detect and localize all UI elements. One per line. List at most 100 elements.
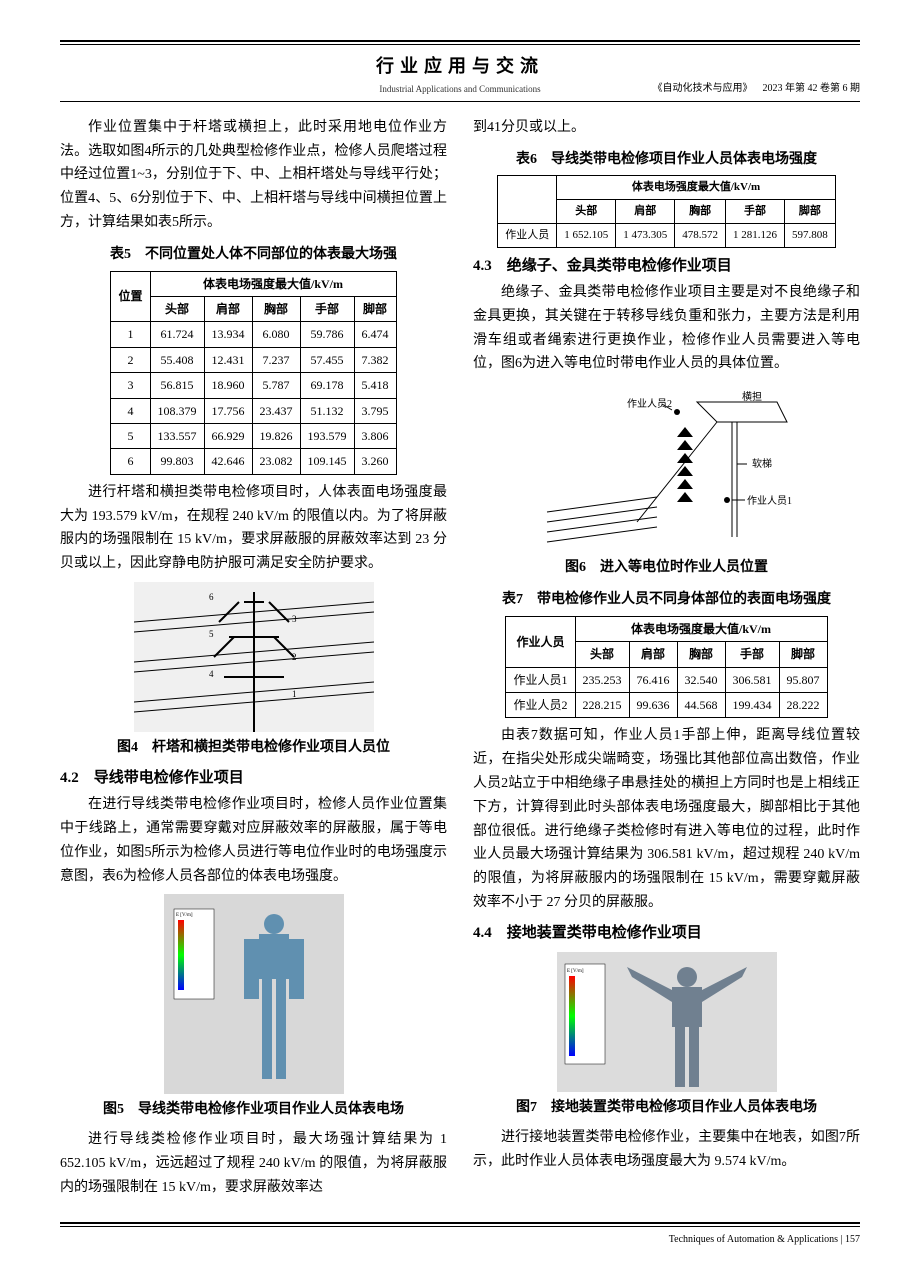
table-cell: 44.568	[677, 693, 725, 718]
svg-text:E [V/m]: E [V/m]	[567, 969, 584, 974]
table-cell: 作业人员1	[506, 667, 575, 692]
table-row: 作业人员1 652.1051 473.305478.5721 281.12659…	[498, 223, 836, 247]
table-cell: 1 473.305	[616, 223, 675, 247]
table-cell: 199.434	[725, 693, 779, 718]
t5-pos-header: 位置	[111, 271, 150, 322]
table-cell: 95.807	[779, 667, 827, 692]
t5-col: 脚部	[354, 297, 396, 322]
figure7: E [V/m]	[557, 952, 777, 1092]
svg-text:1: 1	[292, 689, 297, 699]
para-l2: 进行杆塔和横担类带电检修项目时，人体表面电场强度最大为 193.579 kV/m…	[60, 481, 447, 576]
table-cell: 228.215	[575, 693, 629, 718]
table-cell: 5.418	[354, 373, 396, 398]
fig5-caption: 图5 导线类带电检修作业项目作业人员体表电场	[60, 1098, 447, 1122]
table-cell: 18.960	[204, 373, 252, 398]
table7: 作业人员 体表电场强度最大值/kV/m 头部 肩部 胸部 手部 脚部 作业人员1…	[505, 616, 827, 719]
table-cell: 5	[111, 424, 150, 449]
table-cell: 7.382	[354, 347, 396, 372]
para-r2: 绝缘子、金具类带电检修作业项目主要是对不良绝缘子和金具更换，其关键在于转移导线负…	[473, 281, 860, 376]
fig7-caption: 图7 接地装置类带电检修项目作业人员体表电场	[473, 1096, 860, 1120]
t6-col: 头部	[557, 200, 616, 224]
table-cell: 478.572	[675, 223, 726, 247]
table-cell: 76.416	[629, 667, 677, 692]
para-r1: 到41分贝或以上。	[473, 116, 860, 140]
table-cell: 66.929	[204, 424, 252, 449]
table-cell: 69.178	[300, 373, 354, 398]
para-r4: 进行接地装置类带电检修作业，主要集中在地表，如图7所示，此时作业人员体表电场强度…	[473, 1126, 860, 1174]
table-cell: 42.646	[204, 449, 252, 474]
svg-text:E [V/m]: E [V/m]	[176, 913, 193, 918]
table-row: 161.72413.9346.08059.7866.474	[111, 322, 396, 347]
svg-text:2: 2	[292, 652, 297, 662]
header-rule-thin	[60, 44, 860, 45]
table-cell: 28.222	[779, 693, 827, 718]
table7-caption: 表7 带电检修作业人员不同身体部位的表面电场强度	[473, 588, 860, 612]
table-cell: 1 281.126	[726, 223, 785, 247]
table-row: 699.80342.64623.082109.1453.260	[111, 449, 396, 474]
para-r3: 由表7数据可知，作业人员1手部上伸，距离导线位置较近，在指尖处形成尖端畸变，场强…	[473, 724, 860, 914]
t7-col: 胸部	[677, 642, 725, 667]
footer-text: Techniques of Automation & Applications …	[60, 1226, 860, 1248]
table-cell: 6.080	[252, 322, 300, 347]
table-cell: 6	[111, 449, 150, 474]
table-cell: 61.724	[150, 322, 204, 347]
section-4-3: 4.3 绝缘子、金具类带电检修作业项目	[473, 254, 860, 280]
table-cell: 306.581	[725, 667, 779, 692]
table-cell: 51.132	[300, 398, 354, 423]
table-cell: 109.145	[300, 449, 354, 474]
table-cell: 133.557	[150, 424, 204, 449]
table-cell: 23.437	[252, 398, 300, 423]
table-cell: 7.237	[252, 347, 300, 372]
table-cell: 4	[111, 398, 150, 423]
t7-col: 头部	[575, 642, 629, 667]
t5-col: 手部	[300, 297, 354, 322]
svg-text:6: 6	[209, 592, 214, 602]
table-cell: 1	[111, 322, 150, 347]
table-cell: 13.934	[204, 322, 252, 347]
svg-text:作业人员1: 作业人员1	[747, 495, 792, 507]
journal-name: 《自动化技术与应用》	[653, 83, 753, 94]
table-cell: 作业人员	[498, 223, 557, 247]
table-cell: 55.408	[150, 347, 204, 372]
table-cell: 3.806	[354, 424, 396, 449]
right-column: 到41分贝或以上。 表6 导线类带电检修项目作业人员体表电场强度 体表电场强度最…	[473, 116, 860, 1202]
left-column: 作业位置集中于杆塔或横担上，此时采用地电位作业方法。选取如图4所示的几处典型检修…	[60, 116, 447, 1202]
t6-col: 胸部	[675, 200, 726, 224]
table-cell: 12.431	[204, 347, 252, 372]
t6-group-header: 体表电场强度最大值/kV/m	[557, 176, 836, 200]
table-cell: 235.253	[575, 667, 629, 692]
t5-col: 头部	[150, 297, 204, 322]
header-title-cn: 行业应用与交流	[327, 51, 594, 82]
figure6: 作业人员2 横担 软梯 作业人员1	[537, 382, 797, 552]
t5-col: 肩部	[204, 297, 252, 322]
table-cell: 17.756	[204, 398, 252, 423]
t6-col: 手部	[726, 200, 785, 224]
table-cell: 99.803	[150, 449, 204, 474]
table-cell: 108.379	[150, 398, 204, 423]
table-row: 255.40812.4317.23757.4557.382	[111, 347, 396, 372]
table-cell: 3.260	[354, 449, 396, 474]
section-4-4: 4.4 接地装置类带电检修作业项目	[473, 921, 860, 947]
table-cell: 1 652.105	[557, 223, 616, 247]
header-rule-top	[60, 40, 860, 42]
table-cell: 56.815	[150, 373, 204, 398]
fig6-caption: 图6 进入等电位时作业人员位置	[473, 556, 860, 580]
table-row: 4108.37917.75623.43751.1323.795	[111, 398, 396, 423]
section-4-2: 4.2 导线带电检修作业项目	[60, 766, 447, 792]
t5-group-header: 体表电场强度最大值/kV/m	[150, 271, 396, 296]
svg-text:3: 3	[292, 614, 297, 624]
svg-text:横担: 横担	[742, 390, 762, 403]
t7-col: 手部	[725, 642, 779, 667]
header-rule-bottom	[60, 101, 860, 102]
table-row: 5133.55766.92919.826193.5793.806	[111, 424, 396, 449]
svg-text:5: 5	[209, 629, 214, 639]
figure4: 6 5 4 3 2 1	[134, 582, 374, 732]
table-row: 作业人员2228.21599.63644.568199.43428.222	[506, 693, 827, 718]
t5-col: 胸部	[252, 297, 300, 322]
para-l3: 在进行导线类带电检修作业项目时，检修人员作业位置集中于线路上，通常需要穿戴对应屏…	[60, 793, 447, 888]
t7-group-header: 体表电场强度最大值/kV/m	[575, 616, 827, 641]
t7-col: 脚部	[779, 642, 827, 667]
table-cell: 作业人员2	[506, 693, 575, 718]
table-cell: 23.082	[252, 449, 300, 474]
t6-col: 脚部	[785, 200, 836, 224]
